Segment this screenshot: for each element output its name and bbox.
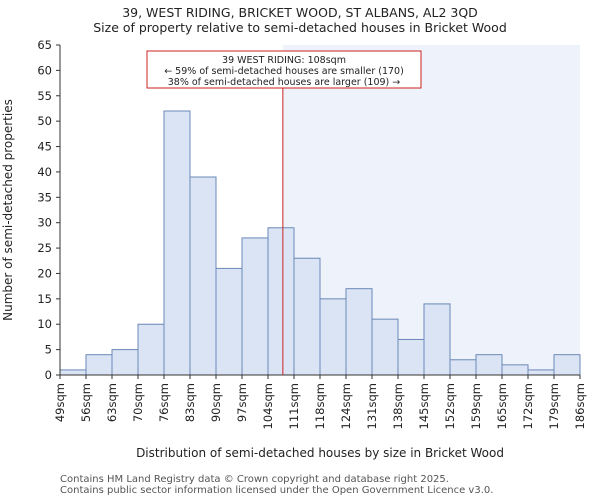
x-tick-label-165sqm: 165sqm — [495, 383, 509, 429]
bar-90sqm — [215, 267, 243, 376]
x-tick-label-83sqm: 83sqm — [183, 383, 197, 422]
x-tick-label-131sqm: 131sqm — [365, 383, 379, 429]
bar-104sqm — [267, 227, 295, 376]
footer-line2: Contains public sector information licen… — [60, 485, 494, 496]
chart-title-line2: Size of property relative to semi-detach… — [93, 20, 507, 35]
x-tick-label-70sqm: 70sqm — [131, 383, 145, 422]
y-ticks-group: 0 5 10 15 20 25 30 35 40 45 50 55 60 65 — [37, 38, 60, 382]
x-tick-label-118sqm: 118sqm — [313, 383, 327, 429]
footer-line1: Contains HM Land Registry data © Crown c… — [60, 474, 449, 485]
bar-145sqm — [423, 303, 451, 376]
x-tick-label-179sqm: 179sqm — [547, 383, 561, 429]
y-tick-label-55: 55 — [37, 89, 52, 103]
bar-159sqm — [475, 354, 503, 376]
bar-97sqm — [241, 237, 269, 376]
bar-138sqm — [397, 338, 425, 376]
y-axis-label: Number of semi-detached properties — [1, 99, 15, 321]
x-tick-label-152sqm: 152sqm — [443, 383, 457, 429]
bar-124sqm — [345, 288, 373, 376]
x-ticks-group: 49sqm 56sqm 63sqm 70sqm 76sqm 83sqm 90sqm 97sqm… — [53, 375, 587, 429]
bar-179sqm — [553, 354, 581, 376]
y-tick-label-45: 45 — [37, 140, 52, 154]
bar-83sqm — [189, 176, 217, 376]
x-tick-label-90sqm: 90sqm — [209, 383, 223, 422]
x-tick-label-172sqm: 172sqm — [521, 383, 535, 429]
x-tick-label-97sqm: 97sqm — [235, 383, 249, 422]
y-tick-label-20: 20 — [37, 266, 52, 280]
x-tick-label-63sqm: 63sqm — [105, 383, 119, 422]
x-tick-label-124sqm: 124sqm — [339, 383, 353, 429]
y-tick-label-35: 35 — [37, 190, 52, 204]
x-tick-label-186sqm: 186sqm — [573, 383, 587, 429]
bar-56sqm — [85, 354, 113, 376]
x-axis-label: Distribution of semi-detached houses by … — [136, 446, 504, 460]
y-tick-label-15: 15 — [37, 292, 52, 306]
x-tick-label-138sqm: 138sqm — [391, 383, 405, 429]
x-tick-label-56sqm: 56sqm — [79, 383, 93, 422]
chart-title-line1: 39, WEST RIDING, BRICKET WOOD, ST ALBANS… — [122, 5, 478, 20]
bar-152sqm — [449, 359, 477, 376]
x-tick-label-104sqm: 104sqm — [261, 383, 275, 429]
bar-76sqm — [163, 110, 191, 376]
y-tick-label-0: 0 — [45, 368, 52, 382]
x-tick-label-159sqm: 159sqm — [469, 383, 483, 429]
annotation-line2: ← 59% of semi-detached houses are smalle… — [164, 66, 404, 77]
y-tick-label-50: 50 — [37, 114, 52, 128]
bar-131sqm — [371, 318, 399, 376]
y-tick-label-30: 30 — [37, 216, 52, 230]
bar-70sqm — [137, 323, 165, 376]
x-tick-label-49sqm: 49sqm — [53, 383, 67, 422]
bar-118sqm — [319, 298, 347, 376]
bars-group — [59, 110, 581, 376]
bar-172sqm — [527, 369, 555, 376]
y-tick-label-40: 40 — [37, 165, 52, 179]
x-tick-label-145sqm: 145sqm — [417, 383, 431, 429]
bar-165sqm — [501, 364, 529, 376]
y-tick-label-10: 10 — [37, 317, 52, 331]
y-tick-label-5: 5 — [45, 343, 52, 357]
annotation-line3: 38% of semi-detached houses are larger (… — [168, 77, 401, 88]
x-tick-label-111sqm: 111sqm — [287, 383, 301, 429]
bar-111sqm — [293, 257, 321, 376]
y-tick-label-60: 60 — [37, 63, 52, 77]
y-tick-label-65: 65 — [37, 38, 52, 52]
x-tick-label-76sqm: 76sqm — [157, 383, 171, 422]
annotation-box — [146, 50, 422, 89]
y-tick-label-25: 25 — [37, 241, 52, 255]
bar-49sqm — [59, 369, 87, 376]
bar-63sqm — [111, 349, 139, 376]
annotation-line1: 39 WEST RIDING: 108sqm — [222, 55, 346, 66]
